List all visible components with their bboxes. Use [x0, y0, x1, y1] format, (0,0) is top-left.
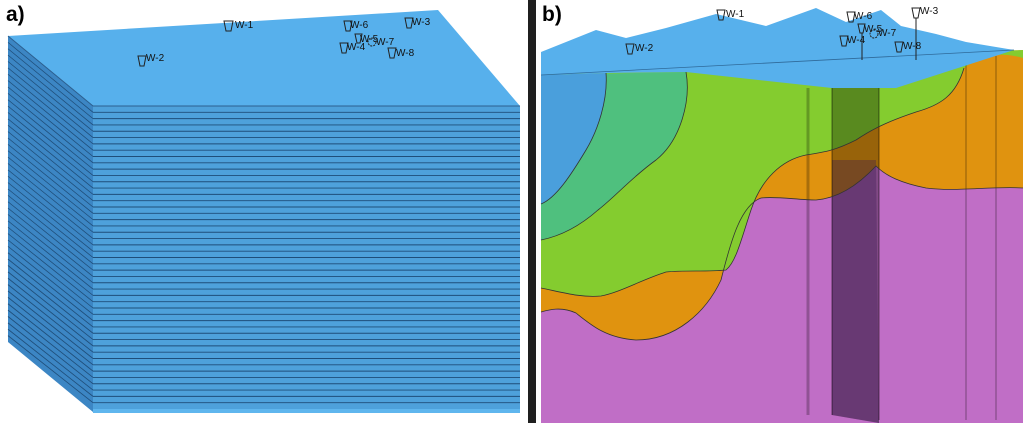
layer-line [7, 309, 94, 378]
unit-boundaries [540, 67, 1023, 341]
layer-line [7, 80, 94, 151]
layer-line [7, 48, 94, 119]
well-w6: W-6 [343, 20, 369, 32]
well-w1: W-1 [716, 9, 745, 21]
well-label: W-2 [635, 43, 654, 54]
layer-line [7, 67, 94, 138]
layer-line [7, 220, 94, 290]
well-w6: W-6 [846, 11, 873, 23]
layer-line [7, 246, 94, 315]
block-top-face [8, 10, 520, 106]
well-w3: W-3 [911, 6, 939, 60]
side-layer-lines [7, 42, 94, 404]
panel-label-a: a) [6, 3, 25, 26]
well-w8: W-8 [387, 47, 415, 59]
top-edge [540, 49, 1015, 76]
well-w3: W-3 [404, 17, 431, 29]
layer-line [7, 131, 94, 201]
layer-line [7, 322, 94, 391]
layer-line [7, 258, 94, 328]
layer-line [7, 226, 94, 296]
layer-line [7, 201, 94, 271]
fault-block-darker [832, 160, 879, 423]
layer-line [7, 207, 94, 277]
layer-line [7, 175, 94, 246]
well-w2: W-2 [625, 43, 654, 55]
layer-line [7, 303, 94, 372]
well-w2: W-2 [137, 53, 165, 67]
layer-line [7, 150, 94, 220]
layer-line [7, 182, 94, 252]
well-label: W-7 [376, 37, 395, 48]
layer-line [7, 297, 94, 366]
well-label: W-6 [854, 11, 873, 22]
block-edges [7, 35, 520, 107]
layer-line [7, 195, 94, 265]
layer-line [7, 316, 94, 385]
well-label: W-4 [847, 35, 866, 46]
layer-line [7, 42, 94, 113]
well-label: W-5 [864, 24, 883, 35]
well-label: W-8 [396, 48, 415, 59]
geological-unit-diagram: W-1 W-2 W-3 W-4 W-5 W-6 [540, 6, 1023, 423]
layer-line [7, 214, 94, 284]
layer-line [7, 284, 94, 353]
fault-block-dark [832, 64, 879, 423]
well-w8: W-8 [894, 41, 922, 53]
panel-b: W-1 W-2 W-3 W-4 W-5 W-6 [536, 0, 1023, 423]
unit-blue [541, 73, 607, 204]
top-surface [541, 8, 1014, 88]
well-label: W-1 [726, 9, 745, 20]
panel-label-b: b) [542, 3, 562, 26]
well-label: W-6 [350, 20, 369, 31]
front-layer-lines [93, 111, 520, 404]
layer-line [7, 233, 94, 302]
panel-a: W-1 W-2 W-3 W-4 W-5 W-6 [0, 0, 528, 423]
layer-line [7, 290, 94, 359]
layered-block-diagram: W-1 W-2 W-3 W-4 W-5 W-6 [7, 10, 520, 413]
layer-line [7, 105, 94, 176]
layer-line [7, 61, 94, 132]
layer-line [7, 54, 94, 126]
layer-line [7, 86, 94, 157]
well-label: W-4 [347, 42, 366, 53]
block-base [93, 409, 520, 413]
layer-line [7, 144, 94, 214]
layer-line [7, 137, 94, 208]
well-label: W-3 [920, 6, 939, 17]
layer-line [7, 335, 94, 404]
layer-line [7, 73, 94, 145]
layer-line [7, 328, 94, 397]
well-label: W-2 [146, 53, 165, 64]
layer-line [7, 277, 94, 347]
well-w5: W-5 [857, 23, 883, 60]
fault-streaks [806, 56, 997, 420]
layer-line [7, 99, 94, 170]
well-label: W-8 [903, 41, 922, 52]
layer-line [7, 163, 94, 233]
layer-line [7, 239, 94, 309]
layer-line [7, 118, 94, 189]
layer-line [7, 188, 94, 258]
block-front-face [93, 106, 520, 412]
layer-line [7, 271, 94, 340]
well-w4: W-4 [839, 35, 866, 47]
layer-line [7, 265, 94, 334]
well-w4: W-4 [339, 42, 366, 54]
layer-line [7, 93, 94, 164]
layer-line [7, 112, 94, 183]
well-label: W-7 [878, 28, 897, 39]
well-label: W-1 [235, 20, 254, 31]
layer-line [7, 252, 94, 321]
layer-line [7, 169, 94, 239]
layer-line [7, 124, 94, 195]
well-w7: W-7 [869, 28, 897, 39]
well-w7: W-7 [367, 37, 395, 48]
well-label: W-3 [412, 17, 431, 28]
layer-line [7, 156, 94, 227]
well-w1: W-1 [223, 20, 254, 32]
